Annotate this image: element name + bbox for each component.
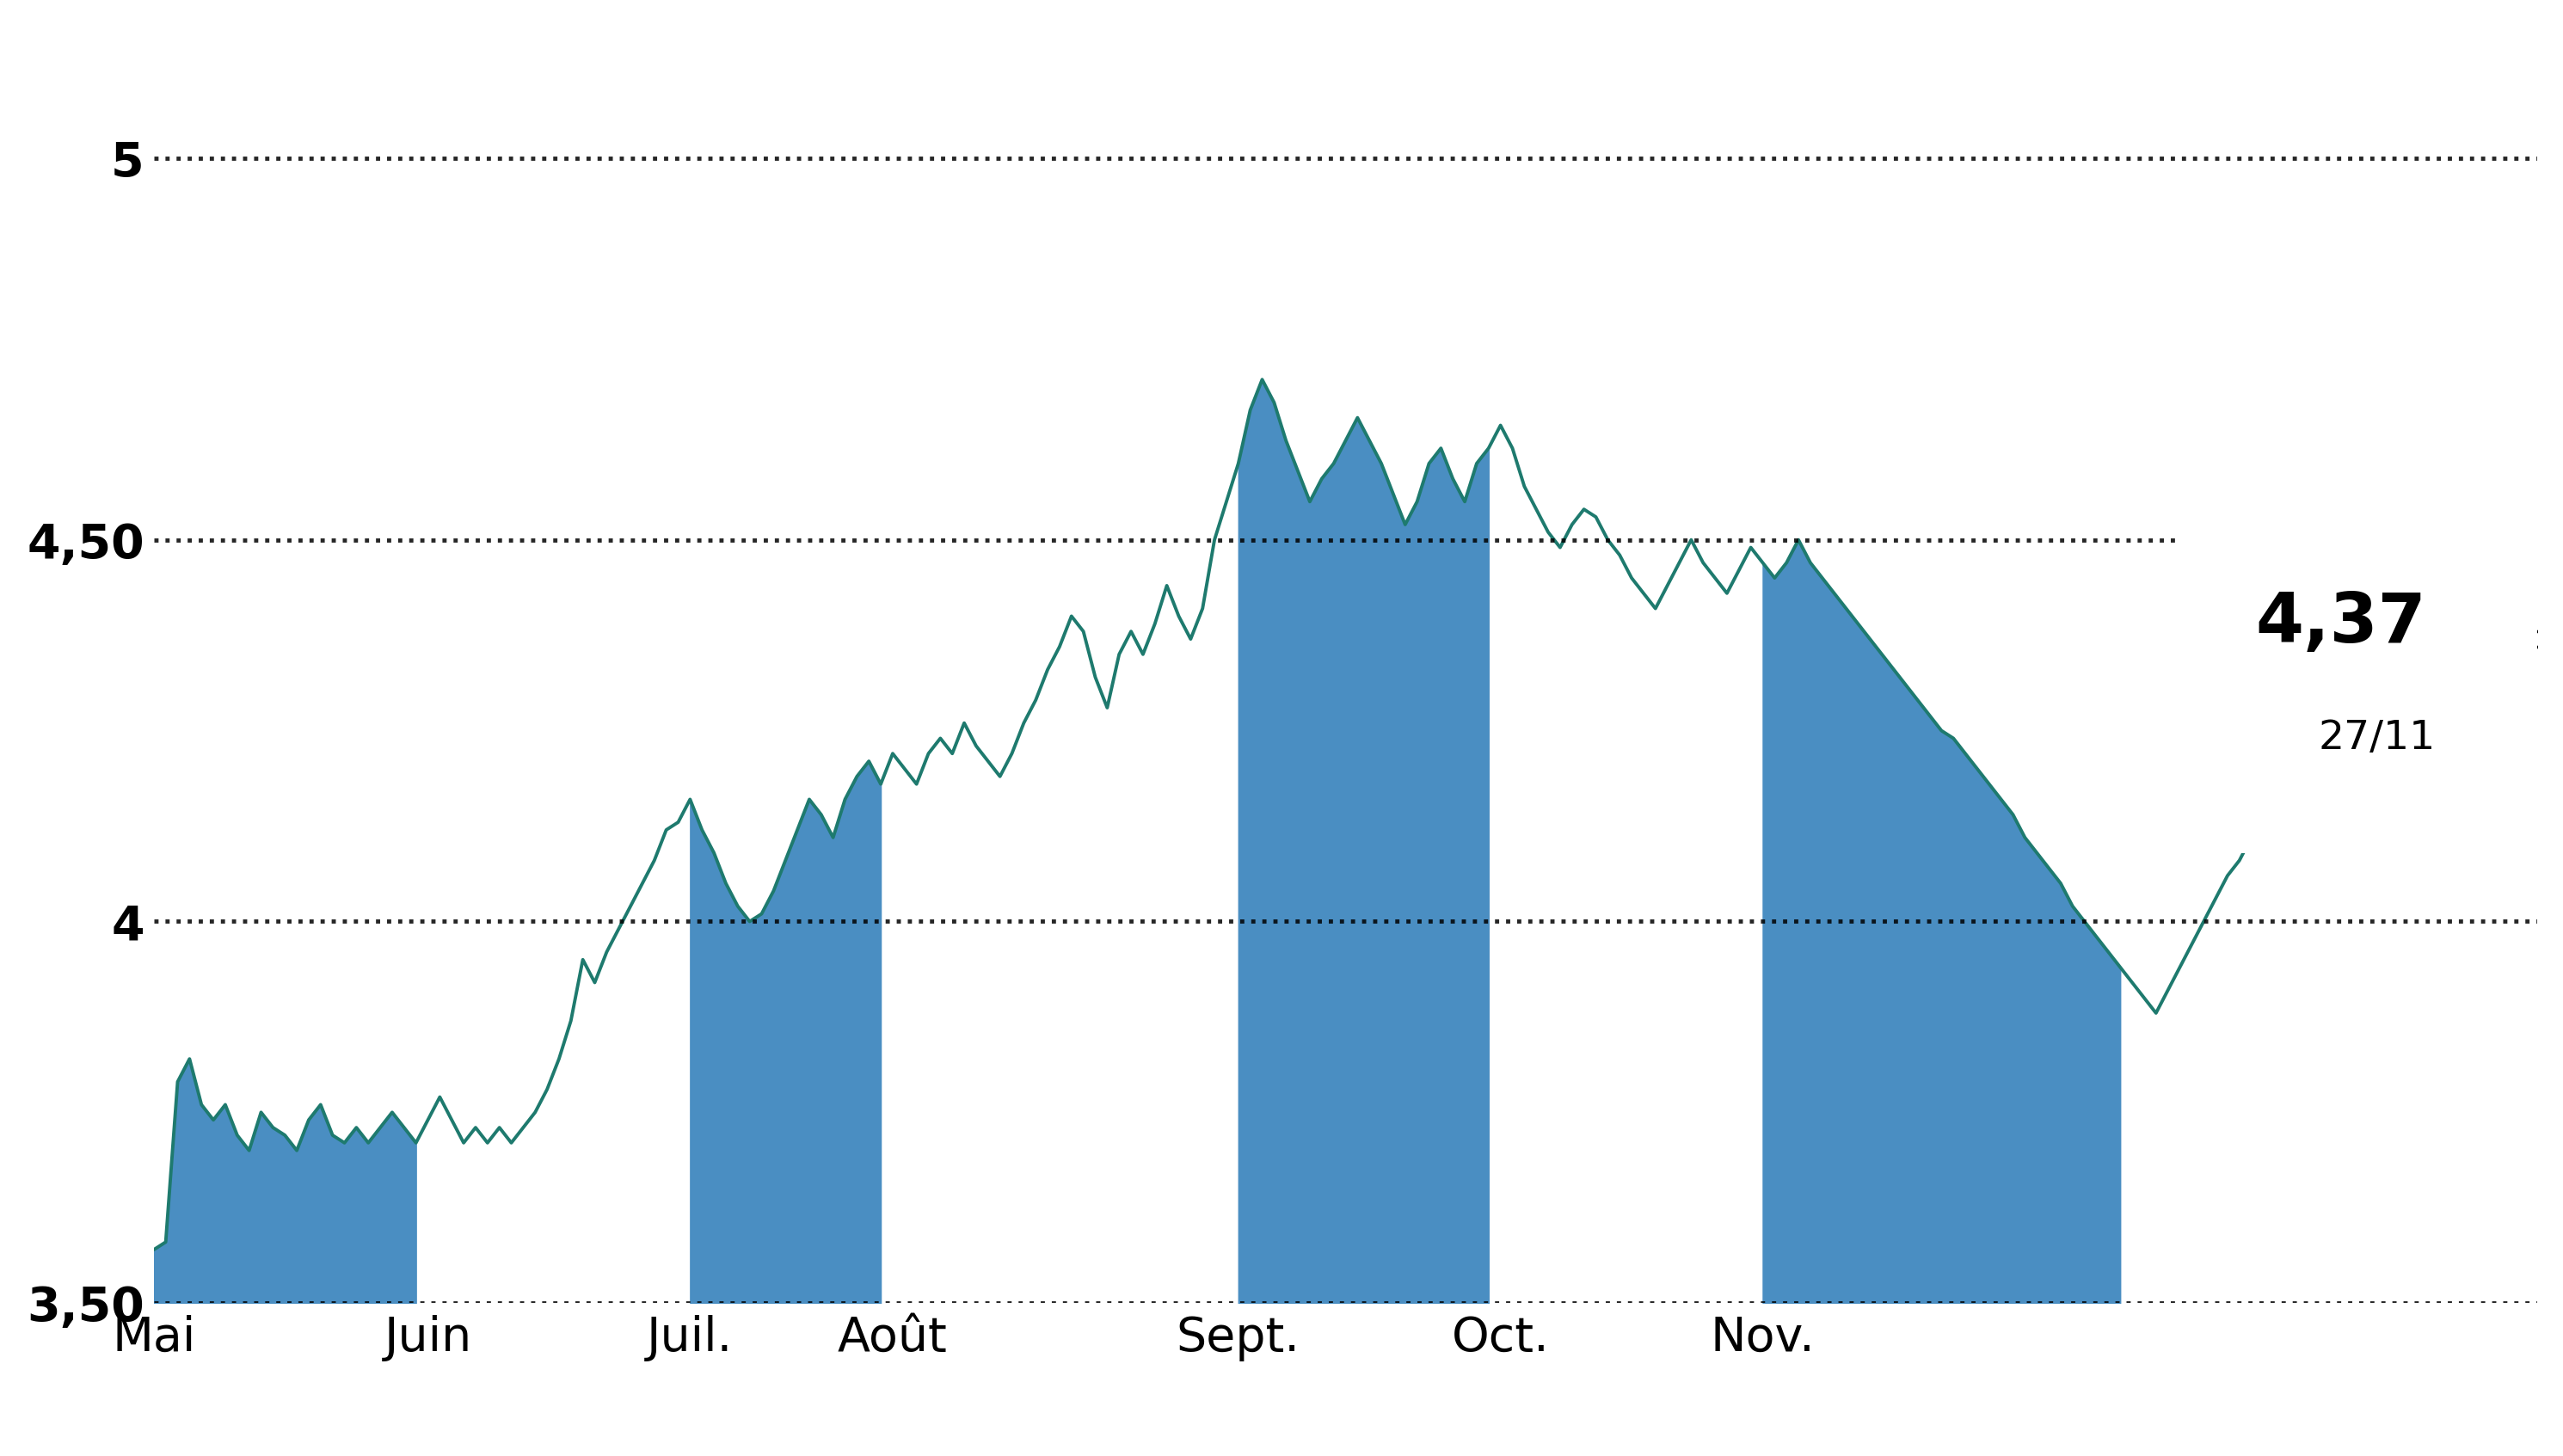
Text: abrdn Global Premier Properties Fund: abrdn Global Premier Properties Fund xyxy=(413,47,2150,125)
Text: 27/11: 27/11 xyxy=(2317,719,2435,757)
Text: 4,37: 4,37 xyxy=(2255,590,2427,657)
FancyBboxPatch shape xyxy=(2179,533,2537,853)
